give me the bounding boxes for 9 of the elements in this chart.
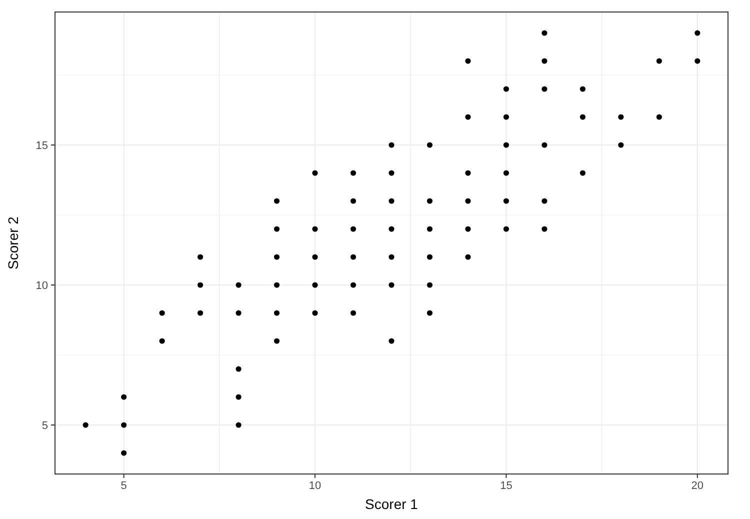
x-axis-title: Scorer 1 [365,496,418,512]
y-tick-label: 10 [36,280,48,292]
x-tick-label: 20 [691,480,704,492]
x-tick-label: 5 [120,480,127,492]
y-tick-label: 15 [36,140,48,152]
x-tick-label: 15 [500,480,512,492]
x-tick-label: 10 [308,480,322,492]
y-axis-title: Scorer 2 [5,216,21,270]
y-tick-label: 5 [42,420,48,432]
